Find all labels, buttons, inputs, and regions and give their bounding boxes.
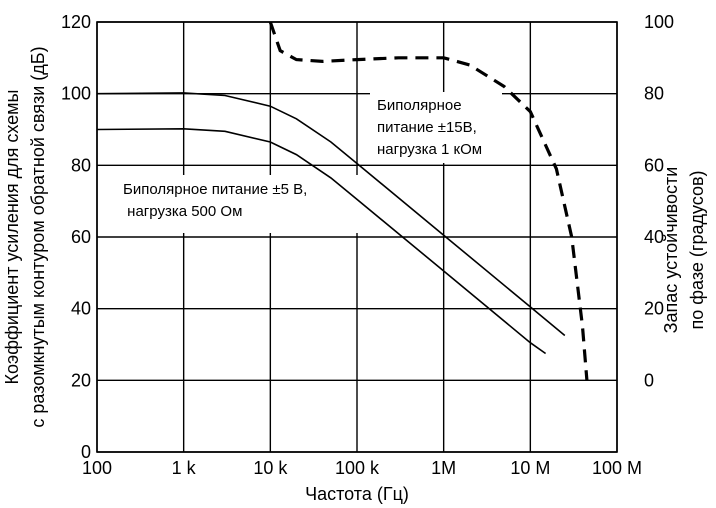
y2-tick-label-1: 20: [644, 299, 664, 319]
x-tick-label-2: 10 k: [253, 458, 288, 478]
y-tick-label-4: 80: [71, 155, 91, 175]
y2-tick-label-4: 80: [644, 84, 664, 104]
y-tick-label-2: 40: [71, 299, 91, 319]
y2-tick-label-5: 100: [644, 12, 674, 32]
y-tick-label-6: 120: [61, 12, 91, 32]
y-tick-label-3: 60: [71, 227, 91, 247]
y2-tick-label-2: 40: [644, 227, 664, 247]
y-tick-label-1: 20: [71, 370, 91, 390]
tick-labels: 100 1 k 10 k 100 k 1M 10 M 100 M 0 20 40 60 80 100 12…: [61, 12, 674, 478]
annotations: Биполярное питание ±15В, нагрузка 1 кОм Бип…: [123, 97, 482, 220]
x-tick-label-1: 1 k: [172, 458, 197, 478]
annotation-0: Биполярное питание ±15В, нагрузка 1 кОм: [377, 97, 482, 158]
series-line-1: [96, 127, 547, 355]
y2-axis-label: Запас устойчивости по фазе (градусов): [661, 167, 707, 334]
y2-tick-label-0: 0: [644, 370, 654, 390]
series-line-0: [96, 92, 566, 337]
y-tick-label-0: 0: [81, 442, 91, 462]
plot-frame: [96, 21, 618, 453]
annotation-bg-15v: [370, 92, 502, 163]
x-tick-label-5: 10 M: [510, 458, 550, 478]
annotation-bg-5v: [116, 175, 368, 233]
data-series: [96, 21, 589, 381]
x-tick-label-4: 1M: [431, 458, 456, 478]
annotation-1: Биполярное питание ±5 В, нагрузка 500 Ом: [123, 181, 307, 220]
annotation-backgrounds: [116, 92, 502, 233]
y-tick-label-5: 100: [61, 84, 91, 104]
series-line-2: [268, 21, 589, 381]
gridlines: [96, 21, 618, 453]
x-tick-label-6: 100 M: [592, 458, 642, 478]
axis-labels: Частота (Гц) Коэффициент усиления для схе…: [2, 46, 707, 504]
x-axis-label: Частота (Гц): [305, 484, 409, 504]
x-tick-label-0: 100: [82, 458, 112, 478]
y-axis-label: Коэффициент усиления для схемы с разомкну…: [2, 46, 48, 427]
x-tick-label-3: 100 k: [335, 458, 380, 478]
y2-tick-label-3: 60: [644, 155, 664, 175]
